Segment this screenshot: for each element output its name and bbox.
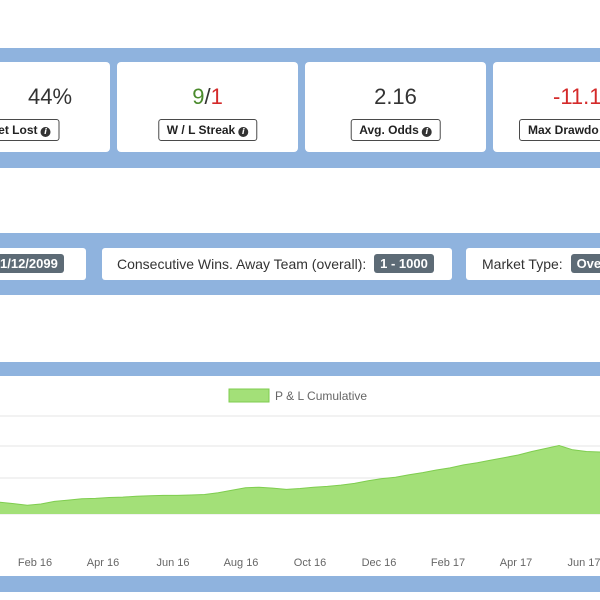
avg-odds-value: 2.16 — [374, 84, 417, 109]
x-tick-label: Feb 16 — [18, 557, 52, 569]
x-tick-label: Jun 17 — [567, 557, 600, 569]
x-tick-label: Feb 17 — [431, 557, 465, 569]
consecutive-wins-value: 1 - 1000 — [374, 254, 434, 273]
pnl-area — [0, 445, 600, 514]
wl-streak-value: 9/1 — [117, 84, 298, 110]
wl-streak-label-text: W / L Streak — [166, 123, 236, 137]
date-filter-value: 1/12/2099 — [0, 254, 64, 273]
info-icon[interactable]: i — [421, 127, 432, 137]
max-drawdown-value: -11.1 — [553, 84, 600, 109]
market-type-label: Market Type: — [482, 256, 563, 272]
wl-streak-card: 9/1 W / L Streak i — [117, 62, 298, 152]
avg-odds-label-text: Avg. Odds — [359, 123, 419, 137]
win-streak-value: 9 — [192, 84, 205, 109]
market-type-value: Ove — [570, 254, 600, 273]
x-tick-label: Jun 16 — [156, 557, 189, 569]
pnl-chart-svg: P & L Cumulative Feb 16 Apr 16 Jun 16 Aug 16… — [0, 388, 600, 569]
date-filter[interactable]: 1/12/2099 — [0, 248, 86, 280]
max-drawdown-label[interactable]: Max Drawdo — [519, 119, 600, 141]
wl-streak-label[interactable]: W / L Streak i — [157, 119, 258, 141]
bet-lost-value: 44% — [27, 84, 73, 109]
bet-lost-label-text: Bet Lost — [0, 123, 38, 137]
x-tick-label: Dec 16 — [362, 557, 397, 569]
info-icon[interactable]: i — [40, 127, 51, 137]
pnl-chart: P & L Cumulative Feb 16 Apr 16 Jun 16 Aug 16… — [0, 376, 600, 576]
consecutive-wins-label: Consecutive Wins. Away Team (overall): — [117, 256, 367, 272]
streak-separator: / — [204, 84, 211, 109]
market-type-filter[interactable]: Market Type: Ove — [466, 248, 600, 280]
loss-streak-value: 1 — [210, 84, 223, 109]
pnl-line — [0, 444, 600, 506]
chart-band: P & L Cumulative Feb 16 Apr 16 Jun 16 Aug 16… — [0, 362, 600, 592]
consecutive-wins-filter[interactable]: Consecutive Wins. Away Team (overall): 1… — [102, 248, 452, 280]
info-icon[interactable]: i — [238, 127, 249, 137]
max-drawdown-label-text: Max Drawdo — [528, 123, 599, 137]
x-tick-label: Apr 17 — [500, 557, 532, 569]
filters-band: 1/12/2099 Consecutive Wins. Away Team (o… — [0, 233, 600, 295]
avg-odds-label[interactable]: Avg. Odds i — [350, 119, 441, 141]
x-tick-label: Aug 16 — [224, 557, 259, 569]
legend-swatch — [228, 388, 270, 403]
avg-odds-card: 2.16 Avg. Odds i — [305, 62, 486, 152]
legend-label: P & L Cumulative — [275, 389, 367, 403]
x-tick-label: Oct 16 — [294, 557, 326, 569]
x-tick-label: Apr 16 — [87, 557, 119, 569]
max-drawdown-card: -11.1 Max Drawdo — [493, 62, 600, 152]
